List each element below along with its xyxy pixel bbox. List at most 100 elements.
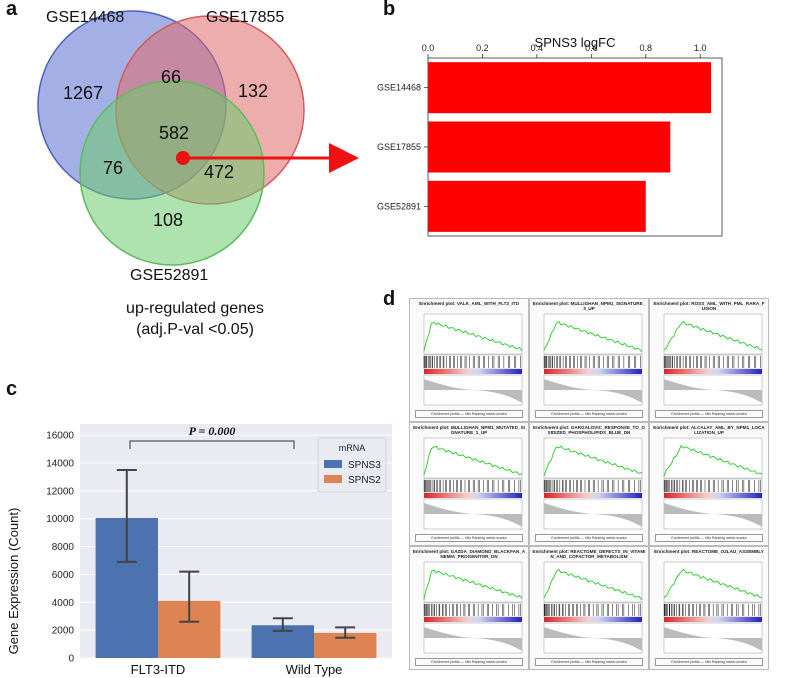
gsea-metric-area xyxy=(544,379,642,403)
gsea-plot: Enrichment plot: GARGALOVIC_RESPONSE_TO_… xyxy=(529,422,649,546)
gsea-ranking-gradient xyxy=(424,493,522,498)
logfc-bar-gse17855 xyxy=(428,121,671,173)
gsea-plot-graphic xyxy=(663,561,763,654)
gsea-plot-graphic xyxy=(663,313,763,406)
logfc-xtick-label: 0.6 xyxy=(585,43,598,53)
panel-letter-c: c xyxy=(6,378,18,400)
expression-category-label: FLT3-ITD xyxy=(131,662,186,677)
venn-count-bc: 472 xyxy=(204,162,234,182)
gsea-plot-title: Enrichment plot: GAZDA_DIAMOND_BLACKFAN_… xyxy=(412,549,526,560)
gsea-metric-area xyxy=(424,627,522,651)
venn-count-only-c: 108 xyxy=(153,210,183,230)
logfc-xtick-label: 0.2 xyxy=(476,43,489,53)
gsea-ranking-gradient xyxy=(424,369,522,374)
gsea-plot-graphic xyxy=(543,437,643,530)
panel-letter-d: d xyxy=(383,288,396,310)
gsea-plot: Enrichment plot: ALCALAY_AML_BY_NPM1_LOC… xyxy=(649,422,769,546)
expression-category-label: Wild Type xyxy=(286,662,343,677)
logfc-xtick-label: 0.0 xyxy=(422,43,435,53)
expression-ylabel: Gene Expression (Count) xyxy=(6,508,21,655)
gsea-plot: Enrichment plot: MULLIGHAN_NPM1_MUTATED_… xyxy=(409,422,529,546)
gsea-plot-title: Enrichment plot: VALK_AML_WITH_FLT3_ITD xyxy=(419,301,519,306)
gsea-es-curve xyxy=(423,321,523,352)
expression-ytick-label: 4000 xyxy=(52,598,75,609)
gsea-plot-legend: Enrichment profile — Hits Ranking metric… xyxy=(415,410,523,418)
spns3-logfc-chart: SPNS3 logFC 0.0 0.2 0.4 0.6 0.8 1.0 GSE14468 GSE… xyxy=(377,35,723,237)
gsea-plot-legend: Enrichment profile — Hits Ranking metric… xyxy=(535,534,643,542)
gsea-plot: Enrichment plot: ROSS_AML_WITH_PML_RARA_… xyxy=(649,298,769,422)
logfc-bar-gse14468 xyxy=(428,62,712,114)
gsea-es-curve xyxy=(423,569,523,600)
significance-annotation: P = 0.000 xyxy=(189,424,236,438)
gsea-es-curve xyxy=(663,445,763,477)
gsea-plot-legend: Enrichment profile — Hits Ranking metric… xyxy=(655,534,763,542)
gsea-plot-graphic xyxy=(423,313,523,406)
gsea-es-curve xyxy=(543,568,643,601)
gsea-ranking-gradient xyxy=(544,617,642,622)
expression-ytick-label: 2000 xyxy=(52,626,75,637)
venn-set-label-b: GSE17855 xyxy=(206,9,284,26)
venn-caption-line1: up-regulated genes xyxy=(126,300,264,317)
gsea-plot: Enrichment plot: MULLIGHAN_NPM1_SIGNATUR… xyxy=(529,298,649,422)
venn-set-label-c: GSE52891 xyxy=(130,267,208,284)
gsea-metric-area xyxy=(664,379,762,403)
gsea-plot-legend: Enrichment profile — Hits Ranking metric… xyxy=(535,410,643,418)
expression-ytick-label: 0 xyxy=(68,654,74,665)
expression-legend-label: SPNS3 xyxy=(348,460,381,471)
gsea-plot-legend: Enrichment profile — Hits Ranking metric… xyxy=(415,534,523,542)
expression-ytick-label: 8000 xyxy=(52,542,75,553)
venn-diagram: GSE14468 GSE17855 GSE52891 1267 132 66 5… xyxy=(37,9,359,284)
gsea-ranking-gradient xyxy=(544,369,642,374)
gsea-plot-graphic xyxy=(423,561,523,654)
gsea-plot-graphic xyxy=(543,313,643,406)
gsea-enrichment-grid: Enrichment plot: VALK_AML_WITH_FLT3_ITD E… xyxy=(409,298,769,678)
venn-set-label-a: GSE14468 xyxy=(46,9,124,26)
gsea-plot-title: Enrichment plot: ROSS_AML_WITH_PML_RARA_… xyxy=(653,301,765,312)
expression-legend-label: SPNS2 xyxy=(348,475,381,486)
gsea-plot-title: Enrichment plot: REACTOME_DEFECTS_IN_VIT… xyxy=(532,549,646,560)
logfc-category-label: GSE52891 xyxy=(377,201,421,211)
significance-bracket xyxy=(129,440,295,449)
gsea-es-curve xyxy=(663,568,763,599)
expression-ytick-label: 10000 xyxy=(46,514,74,525)
gsea-ranking-gradient xyxy=(664,369,762,374)
gsea-plot-legend: Enrichment profile — Hits Ranking metric… xyxy=(655,658,763,666)
expression-ytick-label: 16000 xyxy=(46,431,74,442)
gsea-metric-area xyxy=(664,503,762,527)
gsea-ranking-gradient xyxy=(664,493,762,498)
gsea-plot-title: Enrichment plot: ALCALAY_AML_BY_NPM1_LOC… xyxy=(653,425,765,436)
gsea-metric-area xyxy=(544,503,642,527)
gsea-plot-title: Enrichment plot: GARGALOVIC_RESPONSE_TO_… xyxy=(533,425,645,436)
gsea-plot-title: Enrichment plot: MULLIGHAN_NPM1_MUTATED_… xyxy=(413,425,525,436)
venn-caption: up-regulated genes (adj.P-val <0.05) xyxy=(60,298,330,340)
panel-letter-a: a xyxy=(6,0,18,20)
gsea-metric-area xyxy=(424,379,522,403)
logfc-xtick-label: 1.0 xyxy=(694,43,707,53)
gsea-plot-title: Enrichment plot: MULLIGHAN_NPM1_SIGNATUR… xyxy=(532,301,646,312)
venn-count-abc: 582 xyxy=(159,123,189,143)
gsea-plot: Enrichment plot: VALK_AML_WITH_FLT3_ITD E… xyxy=(409,298,529,422)
gsea-plot: Enrichment plot: REACTOME_O2LAU_ASSEMBLY… xyxy=(649,546,769,670)
gsea-es-curve xyxy=(543,321,643,353)
gsea-metric-area xyxy=(544,627,642,651)
venn-count-only-a: 1267 xyxy=(63,83,103,103)
logfc-xtick-label: 0.8 xyxy=(640,43,653,53)
gsea-plot-graphic xyxy=(543,561,643,654)
expression-legend-title: mRNA xyxy=(339,443,366,453)
gsea-metric-area xyxy=(664,627,762,651)
venn-circle-gse52891 xyxy=(79,80,265,266)
gsea-ranking-gradient xyxy=(544,493,642,498)
expression-legend-swatch xyxy=(324,475,342,483)
expression-ytick-label: 12000 xyxy=(46,486,74,497)
gsea-plot-graphic xyxy=(663,437,763,530)
gsea-es-frame xyxy=(423,437,523,479)
expression-legend-swatch xyxy=(324,460,342,468)
venn-caption-line2: (adj.P-val <0.05) xyxy=(136,321,254,338)
gene-expression-chart: 0 2000 4000 6000 8000 10000 12000 14000 16000 Gen… xyxy=(6,424,392,677)
gsea-plot-legend: Enrichment profile — Hits Ranking metric… xyxy=(655,410,763,418)
gsea-es-curve xyxy=(423,445,523,476)
gsea-metric-area xyxy=(424,503,522,527)
panel-letter-b: b xyxy=(383,0,396,20)
venn-count-ac: 76 xyxy=(103,158,123,178)
venn-count-ab: 66 xyxy=(161,67,181,87)
